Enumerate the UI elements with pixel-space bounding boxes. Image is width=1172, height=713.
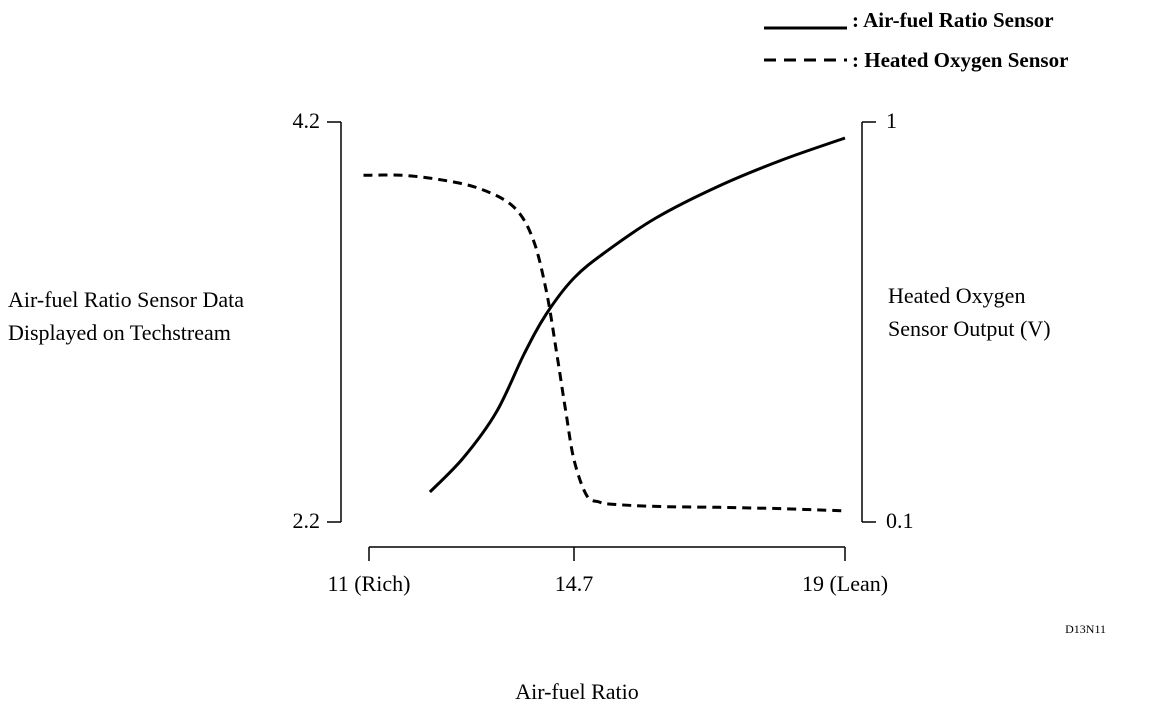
x-ticks: 11 (Rich) 14.7 19 (Lean) bbox=[328, 547, 888, 596]
x-tick-label: 11 (Rich) bbox=[328, 571, 411, 596]
legend-label-air-fuel-ratio-sensor: : Air-fuel Ratio Sensor bbox=[852, 8, 1054, 32]
right-y-axis: 1 0.1 bbox=[861, 108, 914, 533]
figure-id-label: D13N11 bbox=[1065, 622, 1106, 636]
left-y-axis: 4.2 2.2 bbox=[293, 108, 342, 533]
legend-label-heated-oxygen-sensor: : Heated Oxygen Sensor bbox=[852, 48, 1068, 72]
right-y-axis-title-line-2: Sensor Output (V) bbox=[888, 316, 1051, 341]
series-line-heated-oxygen-sensor bbox=[363, 173, 846, 513]
left-y-tick-label-min: 2.2 bbox=[293, 508, 321, 533]
left-y-axis-title-line-1: Air-fuel Ratio Sensor Data bbox=[8, 287, 244, 312]
x-tick-label: 14.7 bbox=[555, 571, 594, 596]
x-axis-title: Air-fuel Ratio bbox=[515, 679, 639, 704]
legend: : Air-fuel Ratio Sensor : Heated Oxygen … bbox=[764, 8, 1068, 72]
left-y-axis-title-line-2: Displayed on Techstream bbox=[8, 320, 231, 345]
right-y-axis-title-line-1: Heated Oxygen bbox=[888, 283, 1025, 308]
series-layer bbox=[363, 136, 846, 513]
right-y-tick-label-min: 0.1 bbox=[886, 508, 914, 533]
right-y-tick-label-max: 1 bbox=[886, 108, 897, 133]
left-y-tick-label-max: 4.2 bbox=[293, 108, 321, 133]
x-tick-label: 19 (Lean) bbox=[802, 571, 888, 596]
series-line-air-fuel-ratio-sensor bbox=[428, 136, 846, 494]
x-axis: 11 (Rich) 14.7 19 (Lean) bbox=[328, 546, 888, 596]
